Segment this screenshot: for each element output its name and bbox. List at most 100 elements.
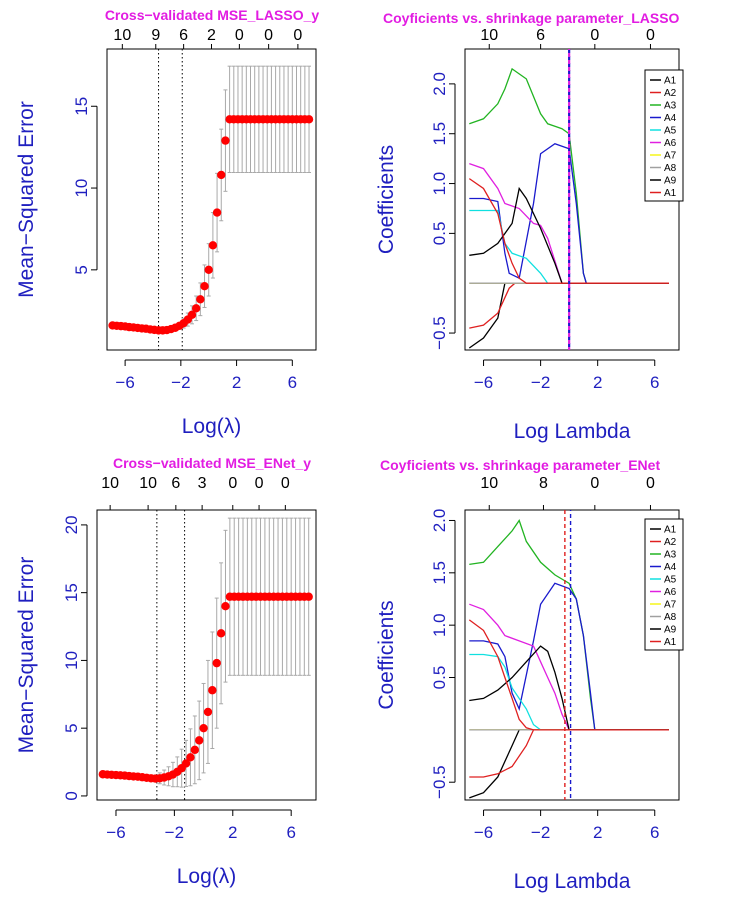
top-count-label: 0 [281, 475, 290, 492]
legend-label: A7 [664, 600, 677, 611]
mse-point [216, 629, 226, 638]
coef-line-a5 [469, 653, 669, 731]
y-tick-label: 1.5 [430, 122, 449, 146]
top-count-label: 0 [264, 27, 273, 44]
mse-point [199, 723, 208, 733]
mse-point [203, 707, 213, 717]
top-count-label: 6 [536, 27, 545, 44]
chart-title: Coyficients vs. shrinkage parameter_LASS… [383, 10, 680, 26]
x-tick-label: −2 [531, 373, 550, 392]
x-tick-label: 6 [650, 823, 659, 842]
mse-point [212, 658, 221, 668]
coef-line-a10 [468, 619, 669, 731]
coef-line-a1 [469, 729, 669, 799]
top-count-label: 0 [228, 475, 237, 492]
mse-point [304, 592, 313, 601]
legend-label: A2 [664, 537, 677, 548]
x-tick-label: −6 [474, 373, 493, 392]
legend-label: A6 [664, 587, 677, 598]
mse-point [221, 136, 230, 145]
top-count-label: 10 [101, 475, 119, 492]
legend-label: A3 [664, 101, 677, 112]
legend-label: A1 [664, 188, 677, 199]
mse-point [204, 265, 213, 275]
top-count-label: 0 [590, 475, 599, 492]
plot-frame [96, 509, 317, 801]
y-tick-label: 2.0 [430, 509, 449, 533]
y-tick-label: 20 [62, 515, 81, 534]
mse-point [191, 304, 201, 313]
x-tick-label: 6 [286, 823, 295, 842]
legend-label: A1 [664, 76, 677, 87]
top-count-label: 0 [590, 27, 599, 44]
y-tick-label: 15 [72, 97, 91, 116]
y-tick-label: 1.0 [430, 172, 449, 196]
coef-line-a3 [469, 519, 669, 731]
legend-label: A8 [664, 163, 677, 174]
top-count-label: 0 [646, 27, 655, 44]
y-axis-label: Coefficients [375, 600, 398, 709]
x-tick-label: 6 [288, 373, 297, 392]
y-tick-label: −0.5 [430, 316, 449, 350]
legend-label: A4 [664, 113, 677, 124]
top-count-label: 0 [646, 475, 655, 492]
top-count-label: 6 [179, 27, 188, 44]
x-tick-label: −2 [171, 373, 190, 392]
y-tick-label: 1.0 [430, 613, 449, 637]
y-axis-label: Mean−Squared Error [15, 101, 38, 298]
coef-line-a6 [469, 603, 669, 731]
plot-area [108, 49, 314, 350]
legend-label: A1 [664, 637, 677, 648]
legend-label: A9 [664, 625, 677, 636]
x-tick-label: 2 [593, 823, 602, 842]
top-count-label: 0 [235, 27, 244, 44]
coef-line-a9 [469, 186, 669, 284]
mse-point [190, 745, 200, 755]
top-count-label: 10 [113, 27, 131, 44]
mse-point [195, 736, 204, 745]
y-tick-label: 0 [62, 791, 81, 800]
plot-area [98, 510, 313, 800]
coef-line-a2 [469, 729, 669, 778]
y-tick-label: 5 [72, 265, 91, 274]
chart-title: Cross−validated MSE_LASSO_y [105, 7, 320, 23]
legend-label: A4 [664, 562, 677, 573]
legend-label: A6 [664, 138, 677, 149]
top-count-label: 10 [480, 475, 498, 492]
x-axis-label: Log(λ) [177, 865, 237, 888]
x-tick-label: −2 [165, 823, 184, 842]
x-tick-label: −6 [115, 373, 134, 392]
mse-point [304, 115, 314, 124]
coef-line-a4 [469, 142, 669, 284]
chart-title: Cross−validated MSE_ENet_y [113, 455, 311, 471]
mse-point [212, 208, 222, 217]
x-tick-label: 2 [593, 373, 602, 392]
x-tick-label: −6 [474, 823, 493, 842]
y-tick-label: 2.0 [430, 72, 449, 96]
mse-point [200, 282, 209, 291]
top-count-label: 9 [151, 27, 160, 44]
mse-point [208, 686, 217, 695]
top-count-label: 2 [207, 27, 216, 44]
plot-area [468, 510, 669, 800]
x-axis-label: Log Lambda [514, 420, 631, 443]
y-tick-label: 5 [62, 723, 81, 732]
legend-label: A8 [664, 612, 677, 623]
y-tick-label: 0.5 [430, 666, 449, 690]
panel-2: Coyficients vs. shrinkage parameter_LASS… [375, 10, 684, 443]
mse-point [181, 759, 191, 768]
x-axis-label: Log Lambda [514, 870, 631, 893]
legend-label: A3 [664, 550, 677, 561]
legend-label: A9 [664, 176, 677, 187]
top-count-label: 8 [539, 475, 548, 492]
mse-point [208, 241, 218, 250]
y-axis-label: Coefficients [375, 145, 398, 254]
legend-label: A5 [664, 126, 677, 137]
legend-label: A7 [664, 151, 677, 162]
y-tick-label: 10 [62, 651, 81, 670]
panel-3: Cross−validated MSE_ENet_y10 10 6 3 0 0 0−6 −2 2… [15, 455, 317, 888]
y-tick-label: 1.5 [430, 561, 449, 585]
